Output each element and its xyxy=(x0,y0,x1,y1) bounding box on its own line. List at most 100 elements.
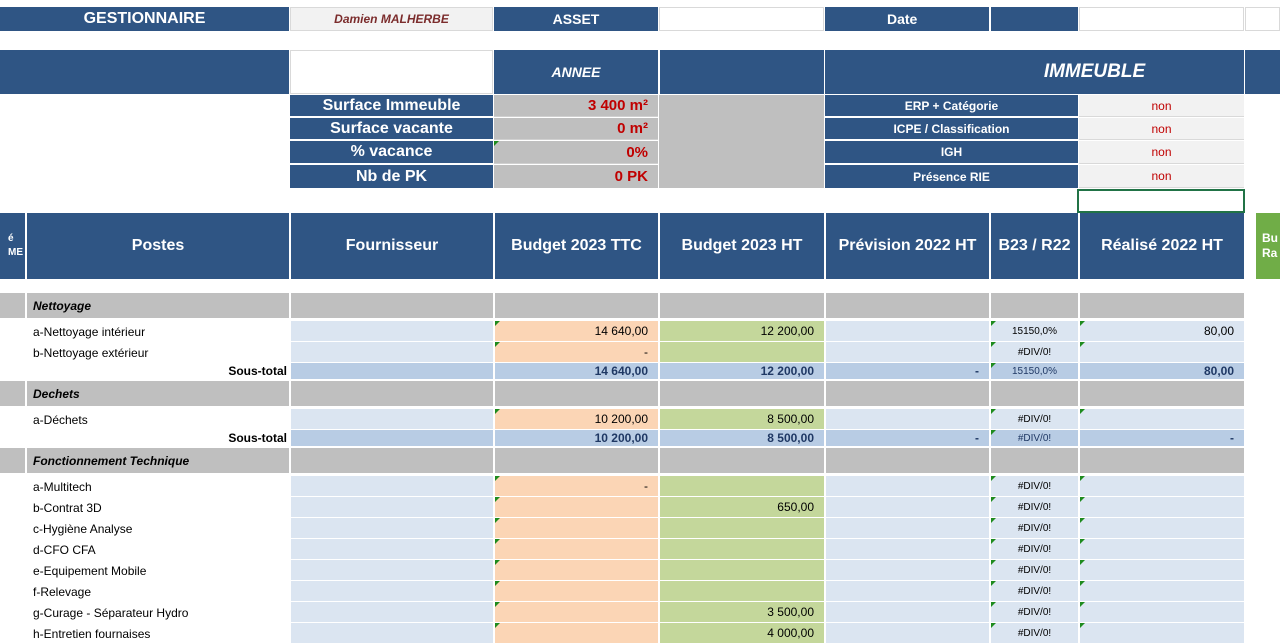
realise-cell[interactable] xyxy=(1080,623,1244,644)
fournisseur-cell[interactable] xyxy=(291,602,493,623)
realise-cell[interactable] xyxy=(1080,602,1244,623)
section-ttc-cell[interactable] xyxy=(495,381,658,406)
header-extra-cell[interactable] xyxy=(1245,7,1280,31)
metric-value-surface-immeuble[interactable]: 3 400 m² xyxy=(494,95,658,117)
budget-ttc-cell[interactable]: - xyxy=(495,342,658,363)
prevision-cell[interactable] xyxy=(826,539,989,560)
immeuble-header-extension xyxy=(1245,50,1280,94)
poste-label: a-Nettoyage intérieur xyxy=(33,324,146,339)
section-title: Nettoyage xyxy=(27,293,289,318)
ratio-cell: #DIV/0! xyxy=(991,581,1078,602)
gestionnaire-value[interactable]: Damien MALHERBE xyxy=(290,7,493,31)
section-prev-cell[interactable] xyxy=(826,293,989,318)
ratio-cell: #DIV/0! xyxy=(991,602,1078,623)
budget-ht-cell[interactable]: 12 200,00 xyxy=(660,321,824,342)
fournisseur-cell[interactable] xyxy=(291,497,493,518)
date-value[interactable] xyxy=(1079,7,1244,31)
subtotal-ttc: 14 640,00 xyxy=(495,363,658,379)
ratio-cell: #DIV/0! xyxy=(991,623,1078,644)
section-ht-cell[interactable] xyxy=(660,293,824,318)
asset-value[interactable] xyxy=(659,7,824,31)
budget-ttc-cell[interactable]: 14 640,00 xyxy=(495,321,658,342)
selected-cell[interactable] xyxy=(1077,189,1245,213)
prevision-cell[interactable] xyxy=(826,476,989,497)
section-ttc-cell[interactable] xyxy=(495,448,658,473)
section-ratio-cell[interactable] xyxy=(991,293,1078,318)
section-real-cell[interactable] xyxy=(1080,381,1244,406)
prevision-cell[interactable] xyxy=(826,497,989,518)
info-value-rie[interactable]: non xyxy=(1079,165,1244,188)
section-ht-cell[interactable] xyxy=(660,381,824,406)
section-four-cell[interactable] xyxy=(291,381,493,406)
metric-value-vacance[interactable]: 0% xyxy=(494,141,658,164)
prevision-cell[interactable] xyxy=(826,581,989,602)
prevision-cell[interactable] xyxy=(826,342,989,363)
fournisseur-cell[interactable] xyxy=(291,518,493,539)
left-header-block xyxy=(0,50,289,94)
budget-ht-cell[interactable]: 3 500,00 xyxy=(660,602,824,623)
budget-ttc-cell[interactable] xyxy=(495,539,658,560)
section-ht-cell[interactable] xyxy=(660,448,824,473)
realise-cell[interactable] xyxy=(1080,409,1244,430)
metric-value-nb-pk[interactable]: 0 PK xyxy=(494,165,658,188)
prevision-cell[interactable] xyxy=(826,518,989,539)
realise-cell[interactable]: 80,00 xyxy=(1080,321,1244,342)
fournisseur-cell[interactable] xyxy=(291,409,493,430)
section-real-cell[interactable] xyxy=(1080,293,1244,318)
realise-cell[interactable] xyxy=(1080,476,1244,497)
info-value-icpe[interactable]: non xyxy=(1079,118,1244,140)
immeuble-header: IMMEUBLE xyxy=(825,50,1244,94)
realise-cell[interactable] xyxy=(1080,342,1244,363)
realise-cell[interactable] xyxy=(1080,497,1244,518)
budget-ttc-cell[interactable] xyxy=(495,602,658,623)
section-prev-cell[interactable] xyxy=(826,381,989,406)
budget-ttc-cell[interactable]: - xyxy=(495,476,658,497)
budget-ttc-cell[interactable] xyxy=(495,518,658,539)
fournisseur-cell[interactable] xyxy=(291,321,493,342)
gestionnaire-label: GESTIONNAIRE xyxy=(0,7,289,31)
info-value-erp[interactable]: non xyxy=(1079,95,1244,117)
metric-value-surface-vacante[interactable]: 0 m² xyxy=(494,118,658,140)
budget-ht-cell[interactable] xyxy=(660,581,824,602)
section-four-cell[interactable] xyxy=(291,448,493,473)
budget-ht-cell[interactable]: 650,00 xyxy=(660,497,824,518)
realise-cell[interactable] xyxy=(1080,560,1244,581)
fournisseur-cell[interactable] xyxy=(291,623,493,644)
budget-ht-cell[interactable] xyxy=(660,476,824,497)
section-prev-cell[interactable] xyxy=(826,448,989,473)
budget-ht-cell[interactable]: 8 500,00 xyxy=(660,409,824,430)
ratio-cell: #DIV/0! xyxy=(991,476,1078,497)
budget-ht-cell[interactable] xyxy=(660,518,824,539)
section-four-cell[interactable] xyxy=(291,293,493,318)
realise-cell[interactable] xyxy=(1080,518,1244,539)
section-real-cell[interactable] xyxy=(1080,448,1244,473)
metric-label-vacance: % vacance xyxy=(290,141,493,164)
section-ttc-cell[interactable] xyxy=(495,293,658,318)
prevision-cell[interactable] xyxy=(826,560,989,581)
budget-ttc-cell[interactable]: 10 200,00 xyxy=(495,409,658,430)
fournisseur-cell[interactable] xyxy=(291,476,493,497)
budget-ttc-cell[interactable] xyxy=(495,560,658,581)
prevision-cell[interactable] xyxy=(826,602,989,623)
budget-ht-cell[interactable] xyxy=(660,342,824,363)
budget-ht-cell[interactable] xyxy=(660,560,824,581)
budget-ttc-cell[interactable] xyxy=(495,581,658,602)
section-ratio-cell[interactable] xyxy=(991,381,1078,406)
prevision-cell[interactable] xyxy=(826,409,989,430)
budget-ht-cell[interactable]: 4 000,00 xyxy=(660,623,824,644)
budget-ttc-cell[interactable] xyxy=(495,497,658,518)
info-value-igh[interactable]: non xyxy=(1079,141,1244,164)
realise-cell[interactable] xyxy=(1080,539,1244,560)
blank-header-cell[interactable] xyxy=(290,50,493,94)
fournisseur-cell[interactable] xyxy=(291,342,493,363)
budget-ht-cell[interactable] xyxy=(660,539,824,560)
prevision-cell[interactable] xyxy=(826,623,989,644)
prevision-cell[interactable] xyxy=(826,321,989,342)
section-ratio-cell[interactable] xyxy=(991,448,1078,473)
fournisseur-cell[interactable] xyxy=(291,581,493,602)
realise-cell[interactable] xyxy=(1080,581,1244,602)
fournisseur-cell[interactable] xyxy=(291,539,493,560)
subtotal-prevision: - xyxy=(826,430,989,446)
budget-ttc-cell[interactable] xyxy=(495,623,658,644)
fournisseur-cell[interactable] xyxy=(291,560,493,581)
